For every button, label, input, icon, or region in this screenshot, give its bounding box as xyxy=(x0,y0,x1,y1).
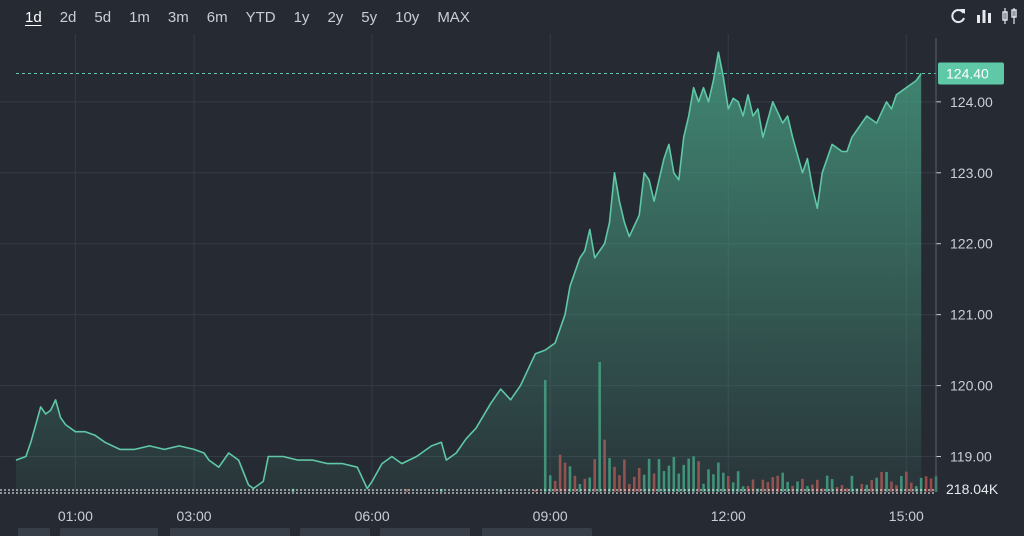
range-tab-ytd[interactable]: YTD xyxy=(245,9,276,26)
chart-tools xyxy=(948,6,1020,26)
range-tab-2d[interactable]: 2d xyxy=(59,9,77,26)
y-tick-label: 124.00 xyxy=(950,94,993,110)
bottom-scroll-strip xyxy=(0,528,1024,536)
x-tick-label: 15:00 xyxy=(889,508,924,524)
range-tab-6m[interactable]: 6m xyxy=(206,9,228,26)
range-tab-5d[interactable]: 5d xyxy=(94,9,112,26)
refresh-icon[interactable] xyxy=(948,6,968,26)
strip-segment xyxy=(300,528,370,536)
strip-segment xyxy=(60,528,158,536)
last-price-label: 124.40 xyxy=(946,65,989,81)
y-tick-label: 123.00 xyxy=(950,165,993,181)
x-tick-label: 09:00 xyxy=(533,508,568,524)
range-tab-1d[interactable]: 1d xyxy=(25,9,42,26)
strip-segment xyxy=(482,528,592,536)
price-area xyxy=(16,52,922,492)
range-tab-10y[interactable]: 10y xyxy=(395,9,420,26)
strip-segment xyxy=(18,528,50,536)
volume-bar xyxy=(929,478,933,492)
range-tab-3m[interactable]: 3m xyxy=(167,9,189,26)
y-tick-label: 121.00 xyxy=(950,307,993,323)
candlestick-icon[interactable] xyxy=(1000,6,1020,26)
strip-segment xyxy=(380,528,470,536)
x-tick-label: 03:00 xyxy=(177,508,212,524)
bar-chart-icon[interactable] xyxy=(974,6,994,26)
x-tick-label: 01:00 xyxy=(58,508,93,524)
volume-bar xyxy=(924,476,928,492)
range-tab-5y[interactable]: 5y xyxy=(361,9,378,26)
strip-segment xyxy=(170,528,290,536)
price-line xyxy=(15,51,922,490)
last-price-badge xyxy=(938,62,1004,85)
range-tab-1m[interactable]: 1m xyxy=(129,9,150,26)
x-tick-label: 12:00 xyxy=(711,508,746,524)
y-tick-label: 120.00 xyxy=(950,378,993,394)
x-tick-label: 06:00 xyxy=(355,508,390,524)
toolbar: 1d 2d 5d 1m 3m 6m YTD 1y 2y 5y 10y MAX xyxy=(0,0,1024,36)
range-selector: 1d 2d 5d 1m 3m 6m YTD 1y 2y 5y 10y MAX xyxy=(16,8,479,28)
range-tab-2y[interactable]: 2y xyxy=(327,9,344,26)
y-tick-label: 119.00 xyxy=(950,449,992,465)
volume-label: 218.04K xyxy=(946,481,999,497)
range-tab-1y[interactable]: 1y xyxy=(293,9,310,26)
y-tick-label: 122.00 xyxy=(950,236,993,252)
volume-label-bg xyxy=(938,480,1010,498)
range-tab-max[interactable]: MAX xyxy=(437,9,470,26)
